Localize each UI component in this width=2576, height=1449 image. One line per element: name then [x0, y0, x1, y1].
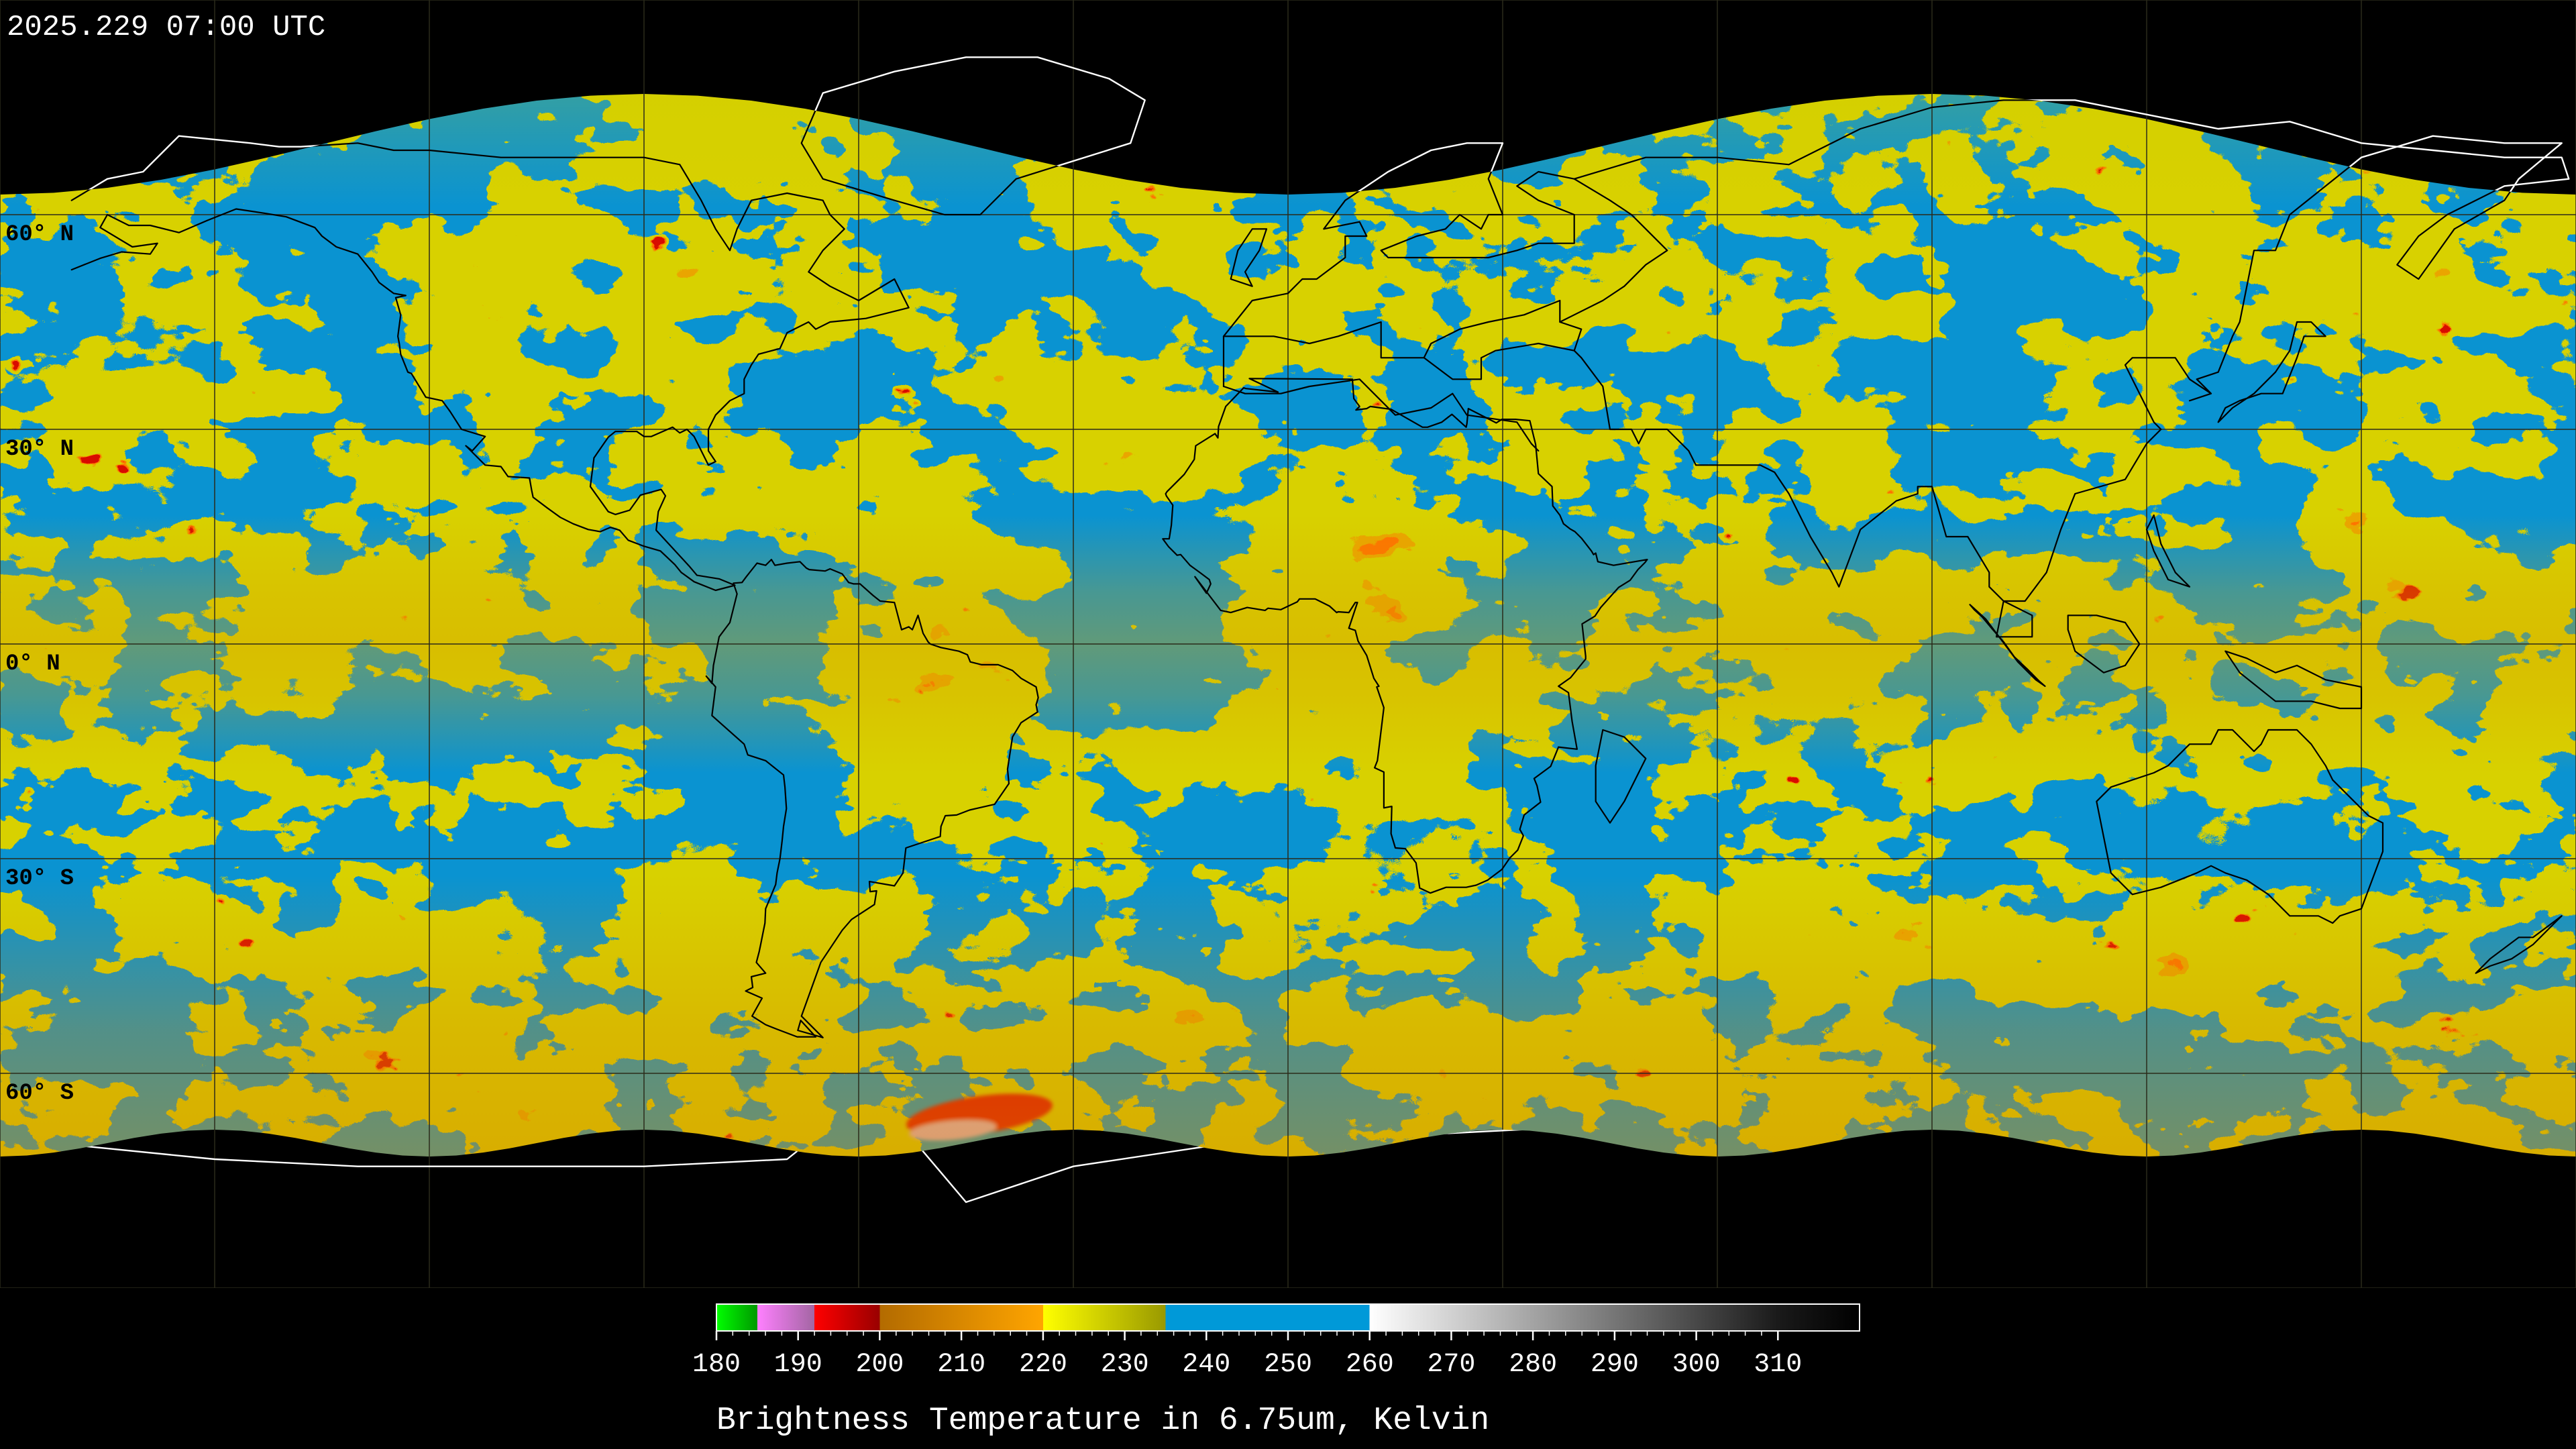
svg-text:270: 270	[1427, 1350, 1475, 1380]
svg-text:180: 180	[692, 1350, 741, 1380]
svg-text:280: 280	[1509, 1350, 1557, 1380]
svg-text:290: 290	[1591, 1350, 1639, 1380]
svg-text:310: 310	[1754, 1350, 1802, 1380]
svg-text:220: 220	[1019, 1350, 1067, 1380]
svg-text:240: 240	[1182, 1350, 1230, 1380]
svg-text:260: 260	[1346, 1350, 1394, 1380]
svg-text:250: 250	[1264, 1350, 1312, 1380]
svg-text:Brightness Temperature in 6.75: Brightness Temperature in 6.75um, Kelvin	[716, 1403, 1489, 1439]
svg-text:210: 210	[937, 1350, 985, 1380]
svg-text:190: 190	[774, 1350, 822, 1380]
svg-text:300: 300	[1672, 1350, 1721, 1380]
svg-text:200: 200	[855, 1350, 904, 1380]
svg-text:230: 230	[1101, 1350, 1149, 1380]
